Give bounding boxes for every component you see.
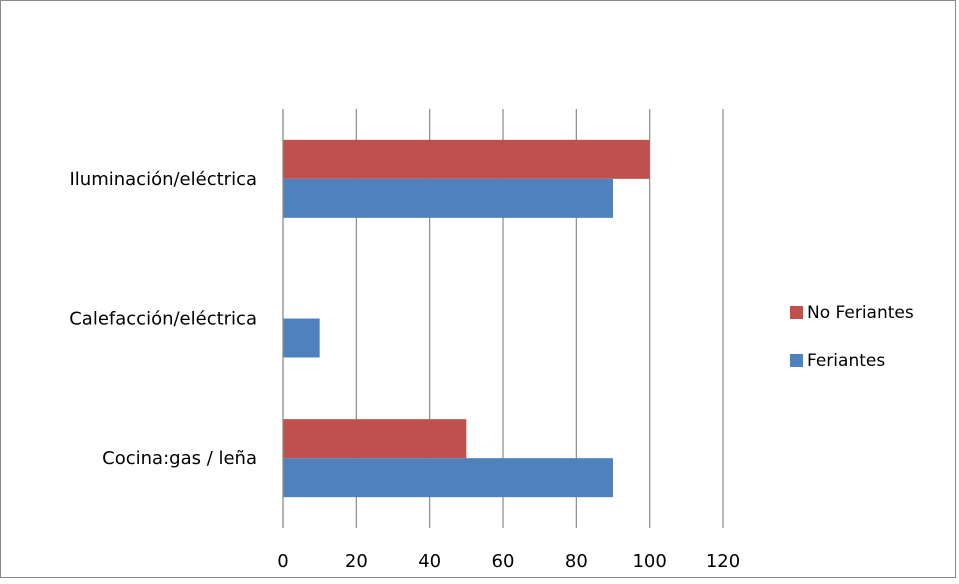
x-tick-label: 80 bbox=[565, 551, 588, 572]
x-tick-label: 100 bbox=[632, 551, 666, 572]
x-tick-label: 120 bbox=[706, 551, 740, 572]
x-tick-labels: 0 20 40 60 80 100 120 bbox=[277, 551, 740, 572]
bar-no-feriantes bbox=[283, 139, 650, 179]
legend-label: Feriantes bbox=[807, 351, 885, 371]
x-tick-label: 0 bbox=[277, 551, 288, 572]
legend: No Feriantes Feriantes bbox=[790, 303, 914, 371]
x-tick-label: 60 bbox=[492, 551, 515, 572]
bars bbox=[283, 139, 650, 498]
bar-feriantes bbox=[283, 318, 320, 358]
bar-no-feriantes bbox=[283, 419, 467, 459]
category-label: Calefacción/eléctrica bbox=[69, 309, 257, 330]
legend-swatch bbox=[790, 354, 803, 367]
category-label: Iluminación/eléctrica bbox=[69, 169, 257, 190]
category-labels: Iluminación/eléctrica Calefacción/eléctri… bbox=[69, 169, 257, 469]
legend-swatch bbox=[790, 306, 803, 319]
bar-feriantes bbox=[283, 178, 613, 218]
x-tick-label: 20 bbox=[345, 551, 368, 572]
legend-label: No Feriantes bbox=[807, 303, 914, 323]
x-tick-label: 40 bbox=[418, 551, 441, 572]
category-label: Cocina:gas / leña bbox=[102, 448, 257, 469]
bar-feriantes bbox=[283, 458, 613, 498]
